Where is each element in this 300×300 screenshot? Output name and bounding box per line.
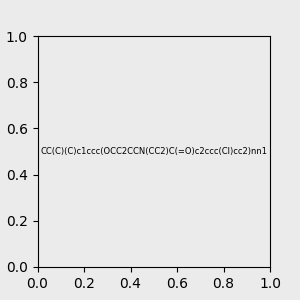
Text: CC(C)(C)c1ccc(OCC2CCN(CC2)C(=O)c2ccc(Cl)cc2)nn1: CC(C)(C)c1ccc(OCC2CCN(CC2)C(=O)c2ccc(Cl)… xyxy=(40,147,267,156)
